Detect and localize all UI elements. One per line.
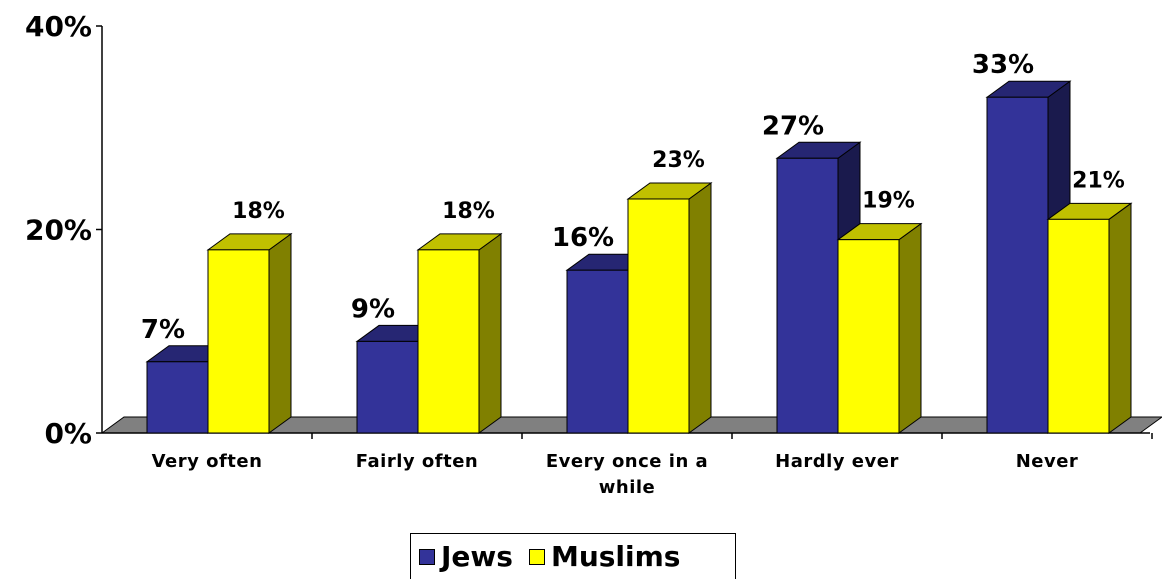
bar-jews: [986, 96, 1049, 434]
bar-jews: [776, 157, 839, 434]
data-label-jews: 7%: [141, 315, 185, 345]
legend-label-jews: Jews: [441, 540, 513, 573]
data-label-muslims: 21%: [1072, 168, 1125, 193]
y-tick-label: 40%: [25, 10, 92, 43]
data-label-muslims: 23%: [652, 148, 705, 173]
x-category-label: Every once in a while: [546, 451, 708, 498]
legend-item-jews: Jews: [419, 540, 513, 573]
bar-muslims: [417, 249, 480, 434]
legend-swatch-jews: [419, 548, 435, 565]
bar-muslims: [837, 239, 900, 434]
x-category-label: Very often: [152, 451, 263, 472]
legend-label-muslims: Muslims: [550, 540, 681, 573]
bar-jews: [566, 269, 629, 434]
bar-muslims: [207, 249, 270, 434]
legend-item-muslims: Muslims: [528, 540, 681, 573]
x-category-label: Hardly ever: [775, 451, 899, 472]
bar-side-muslims: [1108, 202, 1132, 434]
bar-muslims: [1047, 218, 1110, 434]
data-label-jews: 16%: [552, 223, 614, 253]
data-label-muslims: 19%: [862, 189, 915, 214]
bar-side-muslims: [268, 232, 292, 434]
data-label-jews: 27%: [762, 111, 824, 141]
legend-swatch-muslims: [528, 548, 545, 565]
data-label-jews: 9%: [351, 294, 395, 324]
data-label-muslims: 18%: [232, 199, 285, 224]
data-label-jews: 33%: [972, 50, 1034, 80]
bar-jews: [146, 361, 209, 434]
x-category-label: Fairly often: [356, 451, 478, 472]
y-tick-label: 0%: [44, 417, 92, 450]
bar-chart: 0% 20% 40% 7% 18% 9% 18% 16% 23% 27% 19% 33% 21% Very…: [25, 10, 1162, 498]
y-tick-label: 20%: [25, 214, 92, 247]
bar-side-muslims: [478, 232, 502, 434]
bar-side-muslims: [688, 181, 712, 434]
bar-jews: [356, 340, 419, 434]
bar-side-muslims: [898, 222, 922, 434]
bar-muslims: [627, 198, 690, 434]
legend: Jews Muslims: [410, 533, 736, 579]
data-label-muslims: 18%: [442, 199, 495, 224]
x-category-label: Never: [1016, 451, 1079, 472]
